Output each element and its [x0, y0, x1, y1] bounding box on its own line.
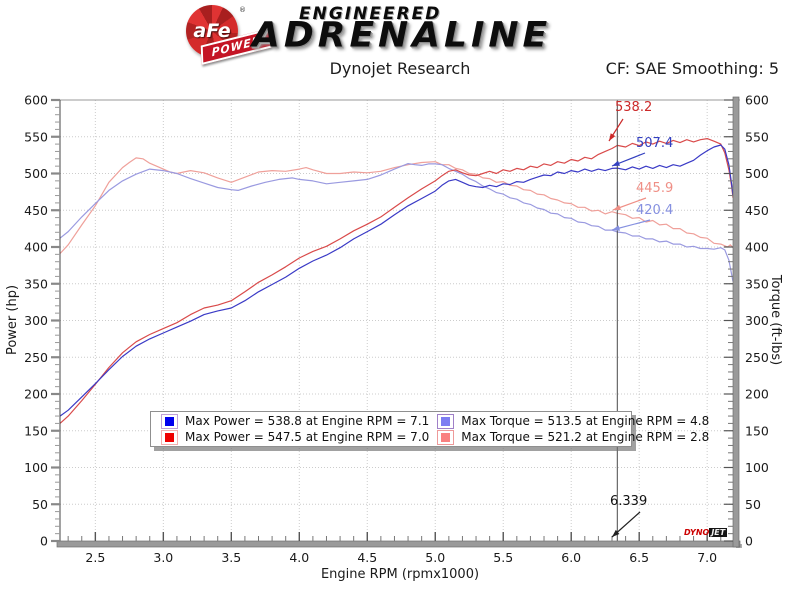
y-tick-label-right: 450: [745, 203, 769, 218]
axis-ticks: [51, 98, 733, 543]
y-tick-label-left: 550: [24, 129, 48, 144]
callout-arrows: [608, 118, 651, 538]
y-tick-label-left: 200: [24, 387, 48, 402]
y-tick-label-right: 200: [745, 387, 769, 402]
x-axis-title: Engine RPM (rpmx1000): [321, 567, 479, 582]
curve-power-run-1-blue-: [59, 144, 734, 417]
y-tick-label-right: 50: [745, 497, 761, 512]
y-tick-label-right: 300: [745, 313, 769, 328]
legend-box: Max Power = 538.8 at Engine RPM = 7.1 Max…: [150, 411, 709, 447]
legend-item: Max Power = 538.8 at Engine RPM = 7.1: [153, 413, 430, 429]
x-tick-label: 3.5: [221, 550, 241, 565]
y-tick-label-left: 500: [24, 166, 48, 181]
y-tick-label-left: 250: [24, 350, 48, 365]
curves: [59, 138, 734, 424]
legend-swatch-icon: [161, 413, 178, 429]
cursor-callout-value: 445.9: [636, 181, 674, 196]
y-axis-title-right: Torque (ft-lbs): [768, 274, 783, 365]
y-tick-label-right: 350: [745, 276, 769, 291]
y-tick-label-left: 0: [40, 534, 48, 549]
dynojet-logo-jet: JET: [709, 528, 728, 537]
legend-swatch-icon: [437, 413, 455, 429]
y-tick-label-left: 300: [24, 313, 48, 328]
curve-power-run-2-red-: [59, 138, 734, 424]
curve-torque-run-1-blue-: [59, 163, 734, 282]
cursor-callout-value: 538.2: [615, 100, 653, 115]
dynojet-logo-dyno: DYNO: [684, 528, 710, 537]
y-tick-label-right: 0: [745, 534, 753, 549]
curve-torque-run-2-red-: [59, 157, 734, 255]
dynojet-logo: DYNO JET: [684, 528, 728, 537]
y-tick-label-left: 150: [24, 423, 48, 438]
x-tick-label: 5.5: [493, 550, 513, 565]
x-tick-label: 5.0: [425, 550, 445, 565]
y-tick-label-right: 400: [745, 240, 769, 255]
x-tick-label: 4.5: [357, 550, 377, 565]
legend-item: Max Power = 547.5 at Engine RPM = 7.0: [153, 429, 430, 445]
legend-item: Max Torque = 521.2 at Engine RPM = 2.8: [429, 429, 710, 445]
x-tick-label: 6.5: [629, 550, 649, 565]
y-tick-label-right: 250: [745, 350, 769, 365]
legend-label: Max Power = 538.8 at Engine RPM = 7.1: [185, 414, 430, 428]
y-tick-label-left: 600: [24, 93, 48, 108]
y-tick-label-right: 500: [745, 166, 769, 181]
y-tick-label-right: 600: [745, 93, 769, 108]
axis-tick-labels: 0 0 50 50 100 100 150 150 200 200 250 250 300 300 350 3…: [24, 93, 769, 566]
chart-title: Dynojet Research: [329, 59, 471, 78]
brand-header: aFe ® POWER ENGINEERED ADRENALINE: [0, 0, 800, 65]
cursor-callout-value: 420.4: [636, 203, 674, 218]
correction-factor-label: CF: SAE Smoothing: 5: [605, 59, 779, 78]
afe-logo-text: aFe: [193, 20, 231, 42]
x-tick-label: 3.0: [153, 550, 173, 565]
cursor-rpm-label: 6.339: [610, 494, 648, 509]
legend-item: Max Torque = 513.5 at Engine RPM = 4.8: [429, 413, 710, 429]
y-tick-label-left: 50: [32, 497, 48, 512]
x-tick-label: 4.0: [289, 550, 309, 565]
y-tick-label-right: 100: [745, 460, 769, 475]
registered-mark: ®: [239, 6, 246, 14]
legend-label: Max Torque = 513.5 at Engine RPM = 4.8: [461, 414, 710, 428]
y-tick-label-right: 150: [745, 423, 769, 438]
legend-swatch-icon: [161, 429, 178, 445]
gridlines: [60, 100, 733, 541]
y-tick-label-right: 550: [745, 129, 769, 144]
y-tick-label-left: 350: [24, 276, 48, 291]
y-tick-label-left: 100: [24, 460, 48, 475]
x-tick-label: 7.0: [697, 550, 717, 565]
x-tick-label: 2.5: [85, 550, 105, 565]
legend-swatch-icon: [437, 429, 455, 445]
brand-line-adrenaline: ADRENALINE: [252, 15, 552, 56]
brand-line-engineered: ENGINEERED: [299, 4, 442, 24]
legend-label: Max Power = 547.5 at Engine RPM = 7.0: [185, 430, 430, 444]
legend-label: Max Torque = 521.2 at Engine RPM = 2.8: [461, 430, 710, 444]
x-tick-label: 6.0: [561, 550, 581, 565]
cursor-callout-value: 507.4: [636, 136, 674, 151]
y-tick-label-left: 400: [24, 240, 48, 255]
y-tick-label-left: 450: [24, 203, 48, 218]
y-axis-title-left: Power (hp): [5, 285, 20, 355]
